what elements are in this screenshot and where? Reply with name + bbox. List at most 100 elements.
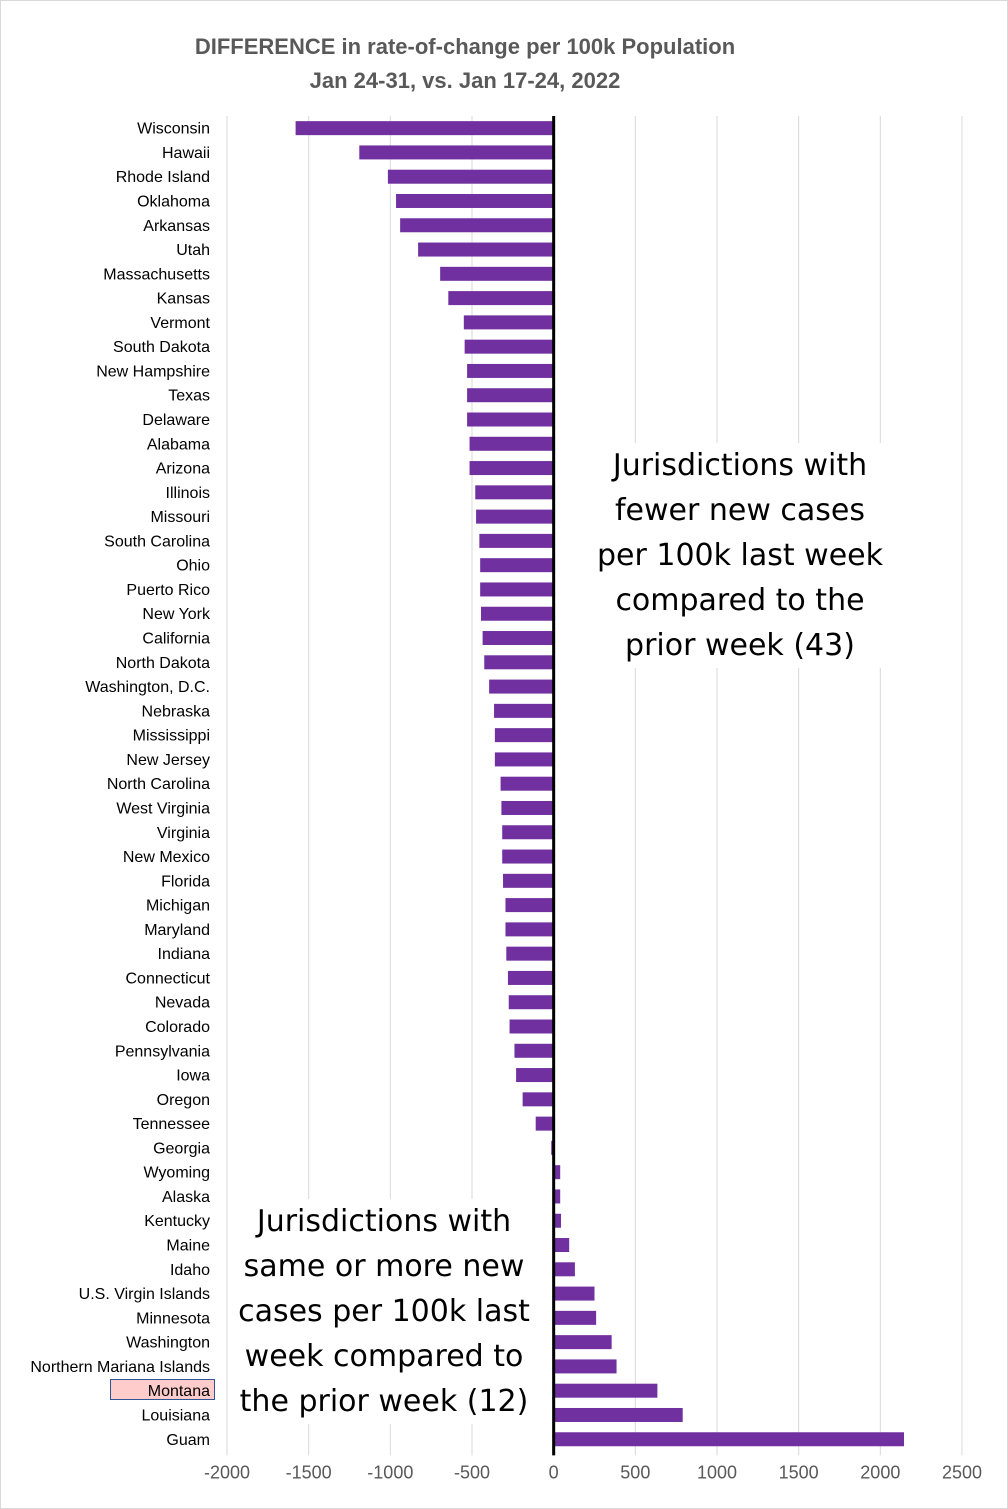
category-label: U.S. Virgin Islands: [79, 1286, 210, 1303]
bar-northern-mariana-islands: [553, 1359, 617, 1374]
bar-michigan: [505, 898, 554, 913]
category-label: South Carolina: [104, 533, 210, 550]
category-label: New Hampshire: [96, 363, 210, 380]
bar-new-hampshire: [467, 363, 554, 378]
category-label: California: [142, 631, 210, 648]
x-tick-label: -1500: [286, 1462, 332, 1482]
bar-texas: [467, 388, 554, 403]
bar-pennsylvania: [514, 1043, 554, 1058]
category-label: Delaware: [142, 412, 210, 429]
bar-new-mexico: [502, 849, 554, 864]
category-label: Washington: [126, 1335, 210, 1352]
category-label: Colorado: [145, 1019, 210, 1036]
category-label: Kansas: [157, 291, 210, 308]
category-label: Minnesota: [136, 1310, 210, 1327]
bar-u-s-virgin-islands: [553, 1286, 595, 1301]
bar-tennessee: [535, 1116, 554, 1131]
bar-alabama: [469, 436, 554, 451]
category-label: Connecticut: [126, 970, 211, 987]
category-label: Oregon: [157, 1092, 210, 1109]
category-label: Arizona: [156, 461, 210, 478]
category-label: Mississippi: [133, 728, 210, 745]
category-label: Wyoming: [143, 1165, 210, 1182]
category-label: Idaho: [170, 1262, 210, 1279]
bar-kansas: [448, 291, 554, 306]
bar-iowa: [516, 1068, 554, 1083]
annotation-more-cases: Jurisdictions with same or more new case…: [234, 1199, 534, 1424]
category-label: Arkansas: [143, 218, 210, 235]
category-label: Louisiana: [142, 1407, 211, 1424]
category-label: Pennsylvania: [115, 1043, 210, 1060]
bar-california: [482, 631, 554, 646]
category-label: New York: [142, 606, 211, 623]
category-label: Nevada: [155, 995, 210, 1012]
bar-washington-d-c: [489, 679, 554, 694]
bar-new-york: [480, 606, 554, 621]
category-label: South Dakota: [113, 339, 210, 356]
bar-north-dakota: [484, 655, 554, 670]
category-label: Kentucky: [144, 1213, 210, 1230]
category-label: Rhode Island: [116, 169, 210, 186]
x-tick-label: 0: [549, 1462, 559, 1482]
category-label: Oklahoma: [137, 193, 210, 210]
category-label: West Virginia: [116, 800, 210, 817]
bar-florida: [503, 873, 554, 888]
bar-guam: [553, 1432, 905, 1447]
category-label: New Jersey: [126, 752, 210, 769]
category-label: Alabama: [147, 436, 210, 453]
bar-illinois: [475, 485, 554, 500]
x-tick-label: 1000: [697, 1462, 737, 1482]
bar-kentucky: [553, 1213, 562, 1228]
category-label: Tennessee: [133, 1116, 210, 1133]
category-label: Nebraska: [142, 703, 211, 720]
category-label: Alaska: [162, 1189, 210, 1206]
bar-west-virginia: [501, 800, 554, 815]
x-tick-label: 2500: [942, 1462, 982, 1482]
bar-louisiana: [553, 1407, 683, 1422]
bar-indiana: [506, 946, 554, 961]
bar-north-carolina: [500, 776, 554, 791]
category-label: Ohio: [176, 558, 210, 575]
bar-wyoming: [553, 1165, 561, 1180]
x-tick-label: 2000: [860, 1462, 900, 1482]
category-label: Iowa: [176, 1068, 210, 1085]
bar-nebraska: [494, 703, 554, 718]
category-label: Puerto Rico: [126, 582, 210, 599]
bar-south-carolina: [479, 533, 554, 548]
bar-minnesota: [553, 1310, 597, 1325]
bar-maine: [553, 1238, 570, 1253]
category-label: Massachusetts: [103, 266, 210, 283]
bar-rhode-island: [387, 169, 554, 184]
category-label: Hawaii: [162, 145, 210, 162]
bar-alaska: [553, 1189, 561, 1204]
bar-hawaii: [359, 145, 554, 160]
bar-vermont: [463, 315, 554, 330]
bar-utah: [418, 242, 554, 257]
category-label: Vermont: [150, 315, 210, 332]
bar-new-jersey: [494, 752, 554, 767]
bar-mississippi: [494, 728, 554, 743]
x-tick-label: -2000: [204, 1462, 250, 1482]
x-tick-label: -500: [454, 1462, 490, 1482]
chart-title: DIFFERENCE in rate-of-change per 100k Po…: [194, 34, 736, 59]
category-label: Texas: [168, 388, 210, 405]
bar-nevada: [508, 995, 554, 1010]
bar-oklahoma: [396, 193, 554, 208]
category-label: Maryland: [144, 922, 210, 939]
bar-virginia: [502, 825, 554, 840]
category-label: New Mexico: [123, 849, 210, 866]
bar-south-dakota: [464, 339, 554, 354]
montana-highlight-box: [110, 1379, 215, 1400]
chart-subtitle: Jan 24-31, vs. Jan 17-24, 2022: [309, 68, 621, 93]
bar-maryland: [505, 922, 554, 937]
bar-oregon: [522, 1092, 554, 1107]
category-label: Florida: [161, 873, 210, 890]
bar-arizona: [469, 461, 554, 476]
category-label: Maine: [166, 1238, 210, 1255]
bar-ohio: [480, 558, 554, 573]
bar-washington: [553, 1335, 612, 1350]
bar-connecticut: [507, 970, 554, 985]
category-label: North Dakota: [116, 655, 210, 672]
category-label: Indiana: [158, 946, 211, 963]
category-label: Montana: [148, 1383, 210, 1400]
